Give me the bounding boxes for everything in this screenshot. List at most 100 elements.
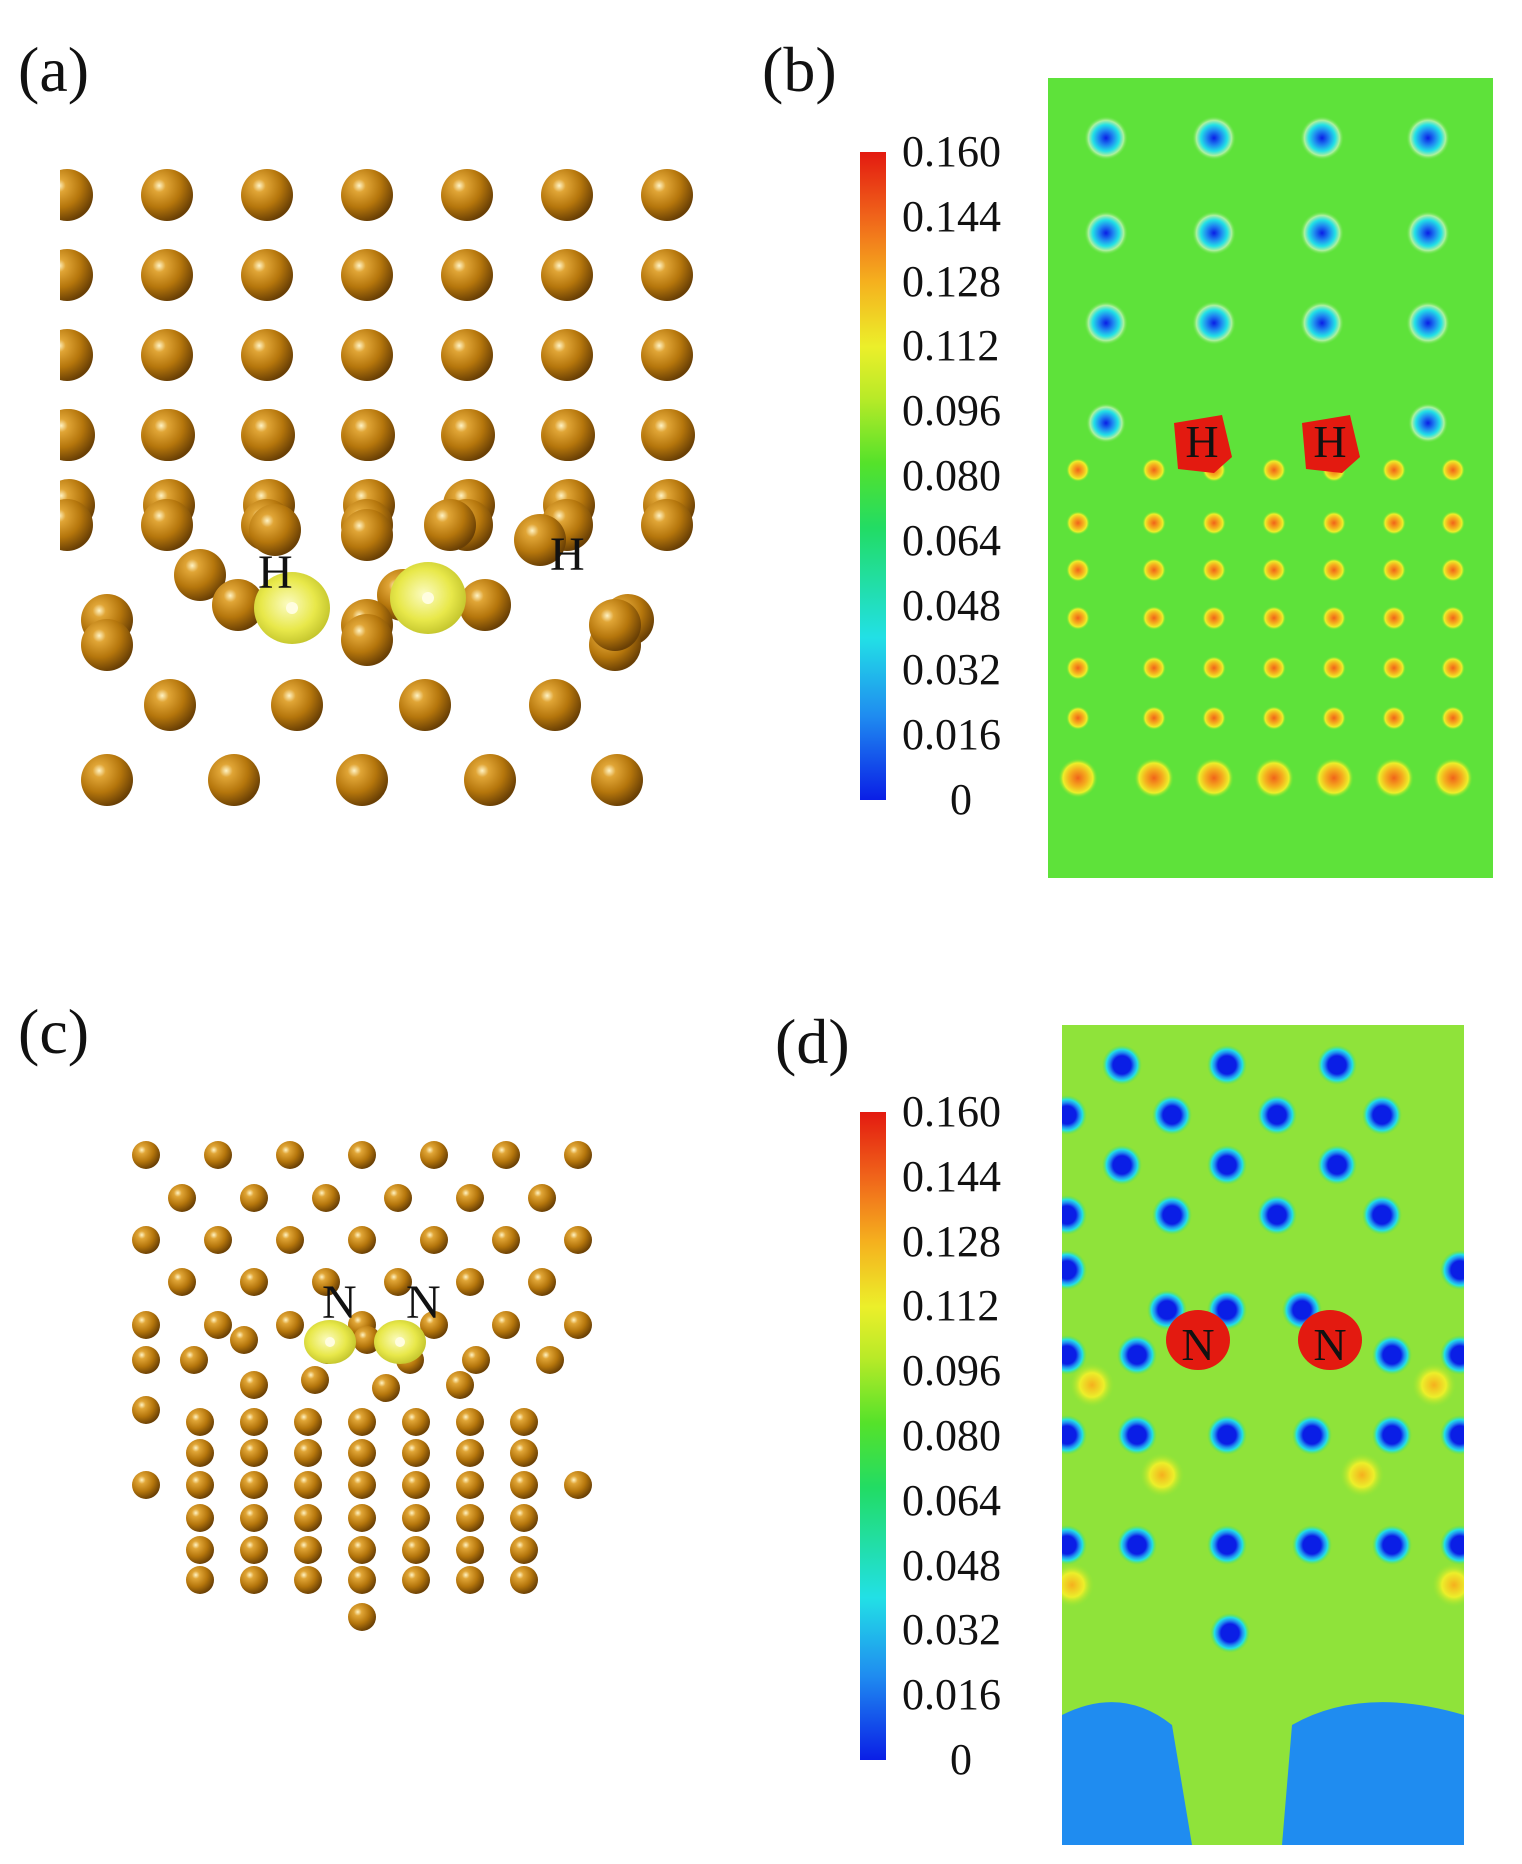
gold-atom bbox=[591, 754, 643, 806]
gold-atom bbox=[456, 1536, 484, 1564]
n-adsorbate-blob bbox=[1166, 1310, 1230, 1370]
high-density-spot bbox=[1433, 758, 1473, 798]
high-density-spot bbox=[1066, 606, 1090, 630]
gold-atom bbox=[341, 329, 393, 381]
gold-atom bbox=[420, 1226, 448, 1254]
gold-atom bbox=[456, 1566, 484, 1594]
gold-atom bbox=[168, 1184, 196, 1212]
low-density-hollow bbox=[1192, 301, 1236, 345]
gold-atom bbox=[348, 1536, 376, 1564]
low-density-hollow bbox=[1292, 1415, 1332, 1455]
gold-atom bbox=[564, 1471, 592, 1499]
gold-atom bbox=[81, 754, 133, 806]
colorbar-d bbox=[860, 1112, 886, 1760]
high-density-spot bbox=[1314, 758, 1354, 798]
colorbar-b-tick-8: 0.032 bbox=[902, 645, 1001, 695]
low-density-hollow bbox=[1440, 1415, 1464, 1455]
gold-atom bbox=[212, 579, 264, 631]
gold-atom bbox=[186, 1408, 214, 1436]
high-density-region bbox=[1070, 1363, 1114, 1407]
colorbar-d-tick-7: 0.048 bbox=[902, 1540, 1001, 1590]
low-density-hollow bbox=[1406, 211, 1450, 255]
high-density-region bbox=[1432, 1563, 1464, 1607]
gold-atom bbox=[456, 1268, 484, 1296]
colorbar-b-tick-7: 0.048 bbox=[902, 580, 1001, 630]
low-density-hollow bbox=[1102, 1145, 1142, 1185]
gold-atom bbox=[464, 754, 516, 806]
high-density-spot bbox=[1066, 558, 1090, 582]
gold-atom bbox=[240, 1536, 268, 1564]
gold-atom bbox=[641, 169, 693, 221]
gold-atom bbox=[641, 249, 693, 301]
gold-atom bbox=[456, 1471, 484, 1499]
gold-atom bbox=[348, 1471, 376, 1499]
gold-atom bbox=[348, 1141, 376, 1169]
low-density-hollow bbox=[1086, 403, 1126, 443]
gold-atom bbox=[343, 409, 395, 461]
low-density-hollow bbox=[1207, 1145, 1247, 1185]
atom-label-h-left: H bbox=[258, 546, 293, 599]
colorbar-d-tick-2: 0.128 bbox=[902, 1216, 1001, 1266]
gold-atom bbox=[240, 1184, 268, 1212]
high-density-spot bbox=[1194, 758, 1234, 798]
gold-atom bbox=[168, 1268, 196, 1296]
gold-atom bbox=[528, 1184, 556, 1212]
panel-c-atoms-svg: N N bbox=[132, 1141, 592, 1631]
gold-atom bbox=[399, 679, 451, 731]
low-density-hollow bbox=[1440, 1335, 1464, 1375]
low-density-hollow bbox=[1362, 1195, 1402, 1235]
low-density-hollow bbox=[1317, 1045, 1357, 1085]
gold-atom bbox=[240, 1408, 268, 1436]
gold-atom bbox=[510, 1566, 538, 1594]
low-density-hollow bbox=[1408, 403, 1448, 443]
panel-label-d: (d) bbox=[775, 1006, 850, 1077]
gold-atom bbox=[141, 329, 193, 381]
low-density-hollow bbox=[1192, 116, 1236, 160]
high-density-spot bbox=[1441, 706, 1465, 730]
high-density-spot bbox=[1262, 558, 1286, 582]
gold-atom bbox=[420, 1141, 448, 1169]
colorbar-b-tick-1: 0.144 bbox=[902, 191, 1001, 241]
low-density-hollow bbox=[1084, 116, 1128, 160]
low-density-hollow bbox=[1440, 1525, 1464, 1565]
gold-atom bbox=[456, 1408, 484, 1436]
high-density-spot bbox=[1382, 558, 1406, 582]
low-density-hollow bbox=[1117, 1335, 1157, 1375]
high-density-spot bbox=[1441, 458, 1465, 482]
high-density-region bbox=[1412, 1363, 1456, 1407]
atom-label-n-right: N bbox=[406, 1276, 441, 1329]
gold-atom bbox=[294, 1408, 322, 1436]
gold-atom bbox=[276, 1141, 304, 1169]
high-density-spot bbox=[1058, 758, 1098, 798]
gold-atom bbox=[312, 1184, 340, 1212]
gold-atom bbox=[240, 1566, 268, 1594]
low-density-hollow bbox=[1152, 1095, 1192, 1135]
high-density-spot bbox=[1142, 656, 1166, 680]
gold-atom bbox=[402, 1408, 430, 1436]
panel-label-c: (c) bbox=[18, 996, 90, 1067]
low-density-hollow bbox=[1362, 1095, 1402, 1135]
high-density-spot bbox=[1066, 458, 1090, 482]
gold-atom bbox=[341, 614, 393, 666]
gold-atom bbox=[41, 249, 93, 301]
low-density-hollow bbox=[1062, 1415, 1087, 1455]
high-density-spot bbox=[1142, 458, 1166, 482]
gold-atom bbox=[294, 1536, 322, 1564]
panel-a-structure: H H bbox=[41, 140, 780, 820]
vacuum-region bbox=[1062, 1702, 1464, 1845]
gold-atom bbox=[276, 1226, 304, 1254]
low-density-hollow bbox=[1292, 1525, 1332, 1565]
colorbar-d-tick-5: 0.080 bbox=[902, 1411, 1001, 1460]
gold-atom bbox=[348, 1566, 376, 1594]
gold-atom bbox=[243, 409, 295, 461]
gold-atom bbox=[208, 754, 260, 806]
low-density-hollow bbox=[1102, 1045, 1142, 1085]
map-b-label-h-right: H bbox=[1313, 416, 1346, 467]
high-density-spot bbox=[1202, 558, 1226, 582]
low-density-hollow bbox=[1084, 211, 1128, 255]
colorbar-d-tick-6: 0.064 bbox=[902, 1475, 1001, 1525]
gold-atom bbox=[492, 1311, 520, 1339]
high-density-spot bbox=[1142, 606, 1166, 630]
gold-atom bbox=[312, 1268, 340, 1296]
high-density-spot bbox=[1382, 606, 1406, 630]
